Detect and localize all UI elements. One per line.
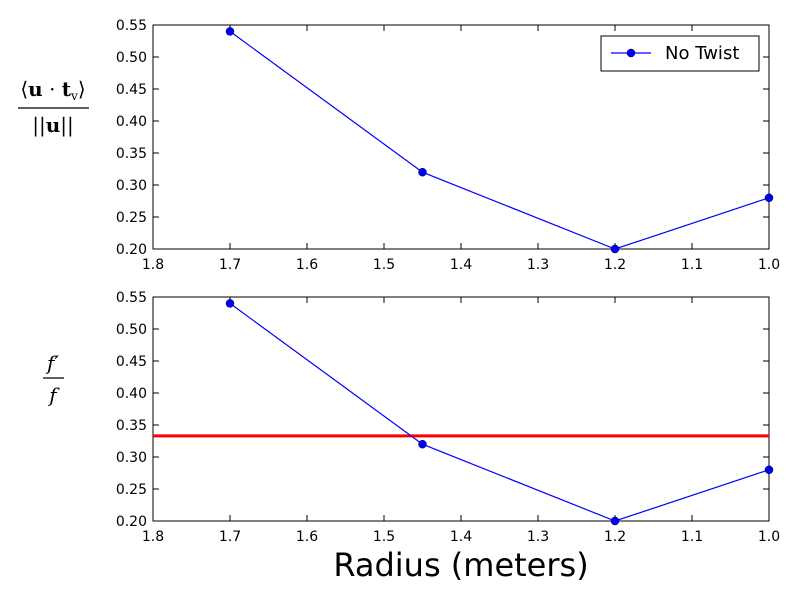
bottom-x-tick-label: 1.5 [373,529,395,545]
bottom-data-point [764,465,774,475]
top-y-tick-label: 0.35 [116,146,147,162]
legend-label-no-twist: No Twist [665,43,739,64]
top-ylabel: ⟨u · tv⟩ ||u|| [18,77,89,138]
bottom-x-tick-label: 1.6 [296,529,318,545]
bottom-x-tick-label: 1.0 [758,529,780,545]
legend: No Twist [600,35,760,72]
bottom-y-tick-label: 0.35 [116,418,147,434]
top-y-tick-label: 0.30 [116,178,147,194]
bottom-y-tick-label: 0.20 [116,514,147,530]
top-subplot: 1.8 1.7 1.6 1.5 1.4 1.3 1.2 1.1 1.0 0.20 0.25 0.30 0… [18,18,780,273]
x-axis-label: Radius (meters) [333,546,588,584]
bottom-series-layer [153,299,774,526]
bottom-x-tick-label: 1.2 [604,529,626,545]
bottom-ylabel: f′ f [43,351,64,407]
top-y-tick-label: 0.20 [116,242,147,258]
top-data-point [764,193,774,203]
bottom-y-tick-label: 0.30 [116,450,147,466]
bottom-x-tick-label: 1.7 [219,529,241,545]
bottom-x-tick-label: 1.8 [142,529,164,545]
bottom-data-point [610,516,620,526]
bottom-x-tick-label: 1.3 [527,529,549,545]
legend-box [600,35,760,72]
top-x-tick-label: 1.4 [450,257,472,273]
top-x-tick-label: 1.7 [219,257,241,273]
bottom-y-tick-label: 0.45 [116,354,147,370]
top-series-layer [225,27,774,254]
bottom-axes-frame [152,296,770,522]
bottom-series-line [229,302,770,522]
bottom-y-tick-label: 0.55 [116,290,147,306]
bottom-data-point [418,439,427,449]
top-ylabel-numerator: ⟨u · tv⟩ [20,77,85,103]
bottom-x-tick-label: 1.4 [450,529,472,545]
top-y-tick-label: 0.50 [116,50,147,66]
top-y-tick-label: 0.40 [116,114,147,130]
legend-marker-no-twist [626,48,636,58]
top-data-point [610,244,620,254]
top-x-tick-label: 1.1 [681,257,703,273]
top-y-tick-label: 0.55 [116,18,147,34]
bottom-subplot: 1.8 1.7 1.6 1.5 1.4 1.3 1.2 1.1 1.0 0.20 0.25 0.30 0… [43,290,780,545]
bottom-ylabel-numerator: f′ [45,351,59,375]
top-series-line [229,30,770,250]
bottom-x-tick-label: 1.1 [681,529,703,545]
bottom-ylabel-denominator: f [47,383,60,407]
bottom-axes-ticks: 1.8 1.7 1.6 1.5 1.4 1.3 1.2 1.1 1.0 0.20 0.25 0.30 0… [116,290,780,545]
top-x-tick-label: 1.2 [604,257,626,273]
top-x-tick-label: 1.3 [527,257,549,273]
bottom-y-tick-label: 0.25 [116,482,147,498]
bottom-data-point [225,299,235,308]
top-x-tick-label: 1.0 [758,257,780,273]
bottom-y-tick-label: 0.50 [116,322,147,338]
top-data-point [418,167,427,177]
top-x-tick-label: 1.6 [296,257,318,273]
top-ylabel-denominator: ||u|| [32,113,74,138]
top-x-tick-label: 1.8 [142,257,164,273]
bottom-y-tick-label: 0.40 [116,386,147,402]
top-x-tick-label: 1.5 [373,257,395,273]
top-data-point [225,27,235,36]
top-y-tick-label: 0.45 [116,82,147,98]
top-axes-ticks: 1.8 1.7 1.6 1.5 1.4 1.3 1.2 1.1 1.0 0.20 0.25 0.30 0… [116,18,780,273]
top-y-tick-label: 0.25 [116,210,147,226]
